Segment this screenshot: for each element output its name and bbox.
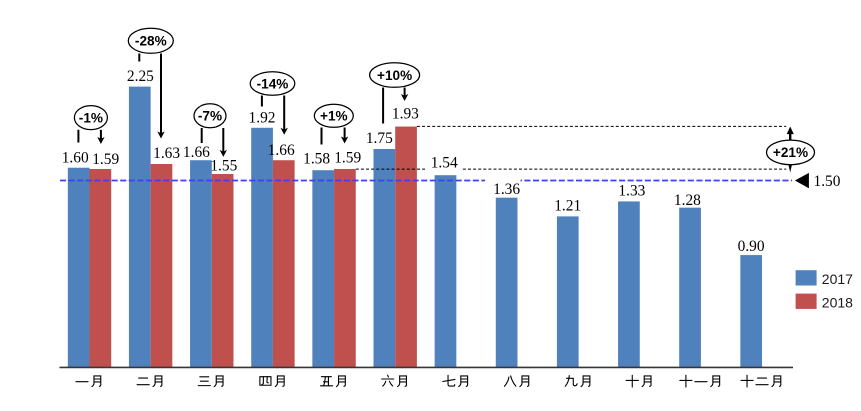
svg-text:-7%: -7%	[198, 109, 222, 124]
svg-text:+21%: +21%	[773, 145, 808, 160]
svg-text:1.75: 1.75	[366, 130, 393, 147]
svg-text:1.54: 1.54	[431, 154, 458, 171]
svg-text:1.66: 1.66	[183, 144, 210, 161]
svg-text:2018: 2018	[822, 294, 853, 310]
svg-text:2017: 2017	[822, 271, 853, 287]
svg-text:1.55: 1.55	[210, 158, 237, 175]
svg-text:0.90: 0.90	[738, 238, 765, 255]
svg-text:+1%: +1%	[320, 109, 348, 124]
svg-text:+10%: +10%	[377, 68, 412, 83]
svg-text:1.93: 1.93	[392, 105, 419, 122]
svg-text:1.60: 1.60	[62, 149, 89, 166]
svg-text:1.59: 1.59	[92, 151, 119, 168]
svg-text:1.92: 1.92	[249, 110, 276, 127]
svg-text:1.63: 1.63	[153, 145, 180, 162]
svg-text:1.66: 1.66	[268, 142, 295, 159]
svg-text:1.28: 1.28	[674, 192, 701, 209]
svg-text:1.33: 1.33	[618, 183, 645, 200]
svg-text:-1%: -1%	[79, 110, 103, 125]
svg-text:2.25: 2.25	[127, 68, 154, 85]
svg-text:-28%: -28%	[135, 34, 167, 49]
svg-text:1.58: 1.58	[303, 150, 330, 167]
svg-text:1.21: 1.21	[554, 198, 581, 215]
svg-text:1.50: 1.50	[814, 173, 841, 190]
svg-text:1.59: 1.59	[334, 150, 361, 167]
svg-text:1.36: 1.36	[493, 181, 520, 198]
svg-text:-14%: -14%	[257, 76, 289, 91]
